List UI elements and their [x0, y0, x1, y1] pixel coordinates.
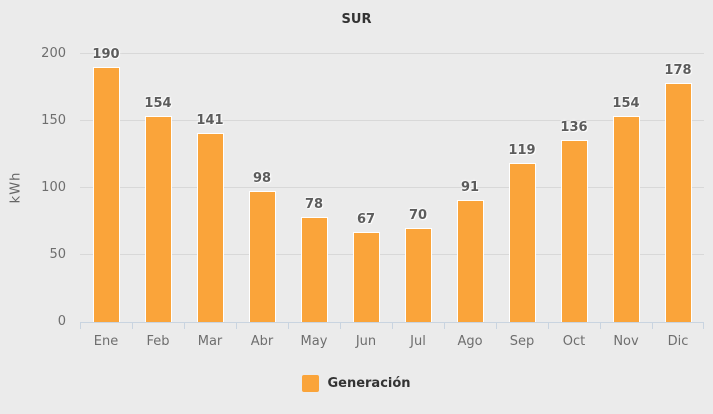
bar-sep[interactable]	[508, 162, 536, 322]
legend[interactable]: Generación	[0, 375, 713, 392]
bar-oct[interactable]	[560, 139, 588, 322]
x-axis-tick	[80, 322, 81, 329]
y-tick-label-50: 50	[49, 247, 66, 262]
x-axis-tick	[548, 322, 549, 329]
bar-value-label: 78	[304, 197, 324, 213]
gridline-150	[80, 120, 704, 121]
x-tick-label-abr: Abr	[250, 334, 274, 349]
x-tick-label-jul: Jul	[410, 334, 426, 349]
gridline-50	[80, 254, 704, 255]
bar-value-label: 91	[460, 180, 480, 196]
x-axis-tick	[652, 322, 653, 329]
bar-value-label: 119	[508, 142, 536, 158]
y-tick-label-0: 0	[57, 314, 66, 329]
x-tick-label-oct: Oct	[562, 334, 586, 349]
x-axis-tick	[184, 322, 185, 329]
x-axis-tick	[444, 322, 445, 329]
gridline-100	[80, 187, 704, 188]
bar-value-label: 67	[356, 212, 376, 228]
x-tick-label-dic: Dic	[667, 334, 689, 349]
x-axis-tick	[703, 322, 704, 329]
y-tick-label-100: 100	[41, 180, 66, 195]
bar-ene[interactable]	[92, 67, 120, 322]
bar-value-label: 98	[252, 170, 272, 186]
bar-nov[interactable]	[612, 115, 640, 322]
x-tick-label-ene: Ene	[93, 334, 119, 349]
x-tick-label-may: May	[300, 334, 328, 349]
x-axis-tick	[392, 322, 393, 329]
x-axis-tick	[340, 322, 341, 329]
bar-dic[interactable]	[664, 83, 692, 322]
x-axis-tick	[236, 322, 237, 329]
x-tick-label-ago: Ago	[457, 334, 483, 349]
legend-label: Generación	[327, 376, 411, 391]
bar-ago[interactable]	[456, 200, 484, 322]
bar-value-label: 154	[612, 95, 640, 111]
bar-jun[interactable]	[352, 232, 380, 322]
x-axis-tick	[600, 322, 601, 329]
bar-abr[interactable]	[248, 190, 276, 322]
bar-value-label: 154	[144, 95, 172, 111]
bar-feb[interactable]	[144, 115, 172, 322]
gridline-200	[80, 53, 704, 54]
x-tick-label-sep: Sep	[509, 334, 535, 349]
bar-jul[interactable]	[404, 228, 432, 322]
x-tick-label-jun: Jun	[355, 334, 377, 349]
y-tick-label-200: 200	[41, 46, 66, 61]
bar-value-label: 136	[560, 119, 588, 135]
y-tick-label-150: 150	[41, 113, 66, 128]
bar-mar[interactable]	[196, 133, 224, 322]
bar-value-label: 178	[664, 63, 692, 79]
bar-may[interactable]	[300, 217, 328, 322]
x-tick-label-mar: Mar	[197, 334, 223, 349]
plot-area: 190 Ene 154 Feb 141 Mar 98 Abr 78 May 67 Jun 70 Jul 91…	[80, 47, 704, 349]
chart-title: SUR	[341, 12, 372, 27]
x-tick-label-feb: Feb	[146, 334, 170, 349]
legend-swatch-icon	[302, 375, 320, 392]
bar-value-label: 141	[196, 113, 224, 129]
x-axis-tick	[288, 322, 289, 329]
bar-value-label: 190	[92, 47, 120, 63]
x-axis-tick	[496, 322, 497, 329]
x-axis-tick	[132, 322, 133, 329]
bar-value-label: 70	[408, 208, 428, 224]
x-tick-label-nov: Nov	[613, 334, 639, 349]
